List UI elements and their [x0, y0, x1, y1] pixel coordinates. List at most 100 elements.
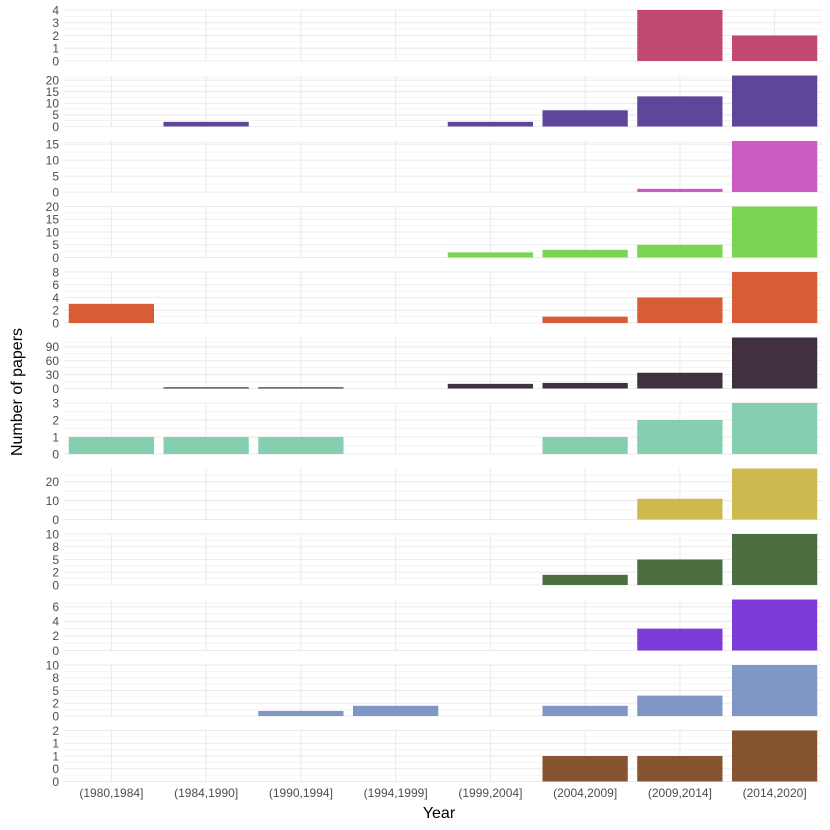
- bar: [542, 249, 628, 258]
- facet-panel: 0 10 20: [46, 468, 822, 527]
- y-tick-label: 3: [52, 396, 59, 410]
- x-tick-label: (1994,1999]: [364, 786, 428, 800]
- y-tick-label: 2: [52, 413, 59, 427]
- bar: [731, 730, 818, 782]
- bar: [731, 35, 818, 61]
- bar: [447, 383, 534, 389]
- y-tick-label: 5: [52, 684, 59, 698]
- bar: [163, 121, 249, 127]
- y-tick-label: 20: [46, 475, 60, 489]
- y-tick-label: 0: [52, 775, 59, 789]
- bar: [731, 403, 818, 454]
- y-tick-label: 10: [46, 97, 60, 111]
- y-tick-label: 1: [52, 430, 59, 444]
- y-tick-label: 2: [52, 304, 59, 318]
- bar: [542, 705, 628, 716]
- y-tick-label: 2: [52, 29, 59, 43]
- bar: [542, 316, 628, 323]
- y-tick-label: 20: [46, 73, 60, 87]
- bar: [163, 437, 249, 454]
- bar: [731, 337, 818, 389]
- bar: [731, 534, 818, 585]
- bar: [731, 468, 818, 520]
- bar: [637, 244, 723, 258]
- bar: [637, 10, 723, 61]
- y-tick-label: 3: [52, 16, 59, 30]
- y-tick-label: 4: [52, 615, 59, 629]
- bar: [637, 188, 723, 192]
- bar: [731, 141, 818, 192]
- y-tick-label: 60: [46, 354, 60, 368]
- bar: [68, 437, 155, 454]
- bar: [731, 75, 818, 127]
- x-axis-tick-labels: (1980,1984] (1984,1990] (1990,1994] (1994,1…: [79, 786, 806, 800]
- bar: [542, 382, 628, 389]
- bar: [637, 372, 723, 389]
- y-tick-label: 8: [52, 540, 59, 554]
- bar: [542, 437, 628, 454]
- bar: [731, 665, 818, 716]
- y-tick-label: 0: [52, 120, 59, 134]
- y-tick-label: 10: [46, 494, 60, 508]
- y-tick-label: 10: [46, 225, 60, 239]
- y-tick-label: 0: [52, 578, 59, 592]
- bar: [447, 252, 534, 258]
- bar: [637, 96, 723, 127]
- bar: [258, 710, 344, 716]
- x-axis-title: Year: [423, 805, 456, 822]
- bar: [637, 559, 723, 585]
- facet-panel: 0 5 10 15: [46, 137, 822, 199]
- y-tick-label: 6: [52, 278, 59, 292]
- x-tick-label: (1980,1984]: [79, 786, 143, 800]
- y-tick-label: 2: [52, 724, 59, 738]
- y-tick-label: 0: [52, 54, 59, 68]
- y-tick-label: 30: [46, 368, 60, 382]
- y-tick-label: 0: [52, 382, 59, 396]
- x-tick-label: (2014,2020]: [743, 786, 807, 800]
- bar: [637, 628, 723, 651]
- y-tick-label: 0: [52, 185, 59, 199]
- x-tick-label: (2009,2014]: [648, 786, 712, 800]
- y-tick-label: 15: [46, 137, 60, 151]
- y-tick-label: 10: [46, 153, 60, 167]
- y-tick-label: 0: [52, 316, 59, 330]
- y-tick-label: 1: [52, 749, 59, 763]
- bar: [637, 695, 723, 716]
- y-tick-label: 5: [52, 238, 59, 252]
- bar: [637, 756, 723, 782]
- y-tick-label: 10: [46, 658, 60, 672]
- y-axis-title: Number of papers: [9, 328, 26, 456]
- bar: [258, 387, 344, 389]
- bar: [163, 387, 249, 389]
- bar: [731, 272, 818, 323]
- facet-panel: 0 1 2 3: [52, 396, 822, 461]
- bar: [542, 574, 628, 585]
- y-tick-label: 2: [52, 697, 59, 711]
- bar: [637, 498, 723, 520]
- x-tick-label: (1984,1990]: [174, 786, 238, 800]
- y-tick-label: 90: [46, 340, 60, 354]
- x-tick-label: (1999,2004]: [458, 786, 522, 800]
- panels-layer: 0123405101520051015051015200246803060900…: [46, 3, 822, 789]
- y-tick-label: 1: [52, 737, 59, 751]
- y-tick-label: 0: [52, 644, 59, 658]
- y-tick-label: 0: [52, 709, 59, 723]
- bar: [258, 437, 344, 454]
- bar: [447, 121, 534, 127]
- bar: [731, 206, 818, 258]
- y-tick-label: 0: [52, 447, 59, 461]
- y-tick-label: 4: [52, 3, 59, 17]
- bar: [637, 297, 723, 323]
- y-tick-label: 20: [46, 200, 60, 214]
- y-tick-label: 5: [52, 169, 59, 183]
- bar: [352, 705, 439, 716]
- x-tick-label: (1990,1994]: [269, 786, 333, 800]
- y-tick-label: 2: [52, 566, 59, 580]
